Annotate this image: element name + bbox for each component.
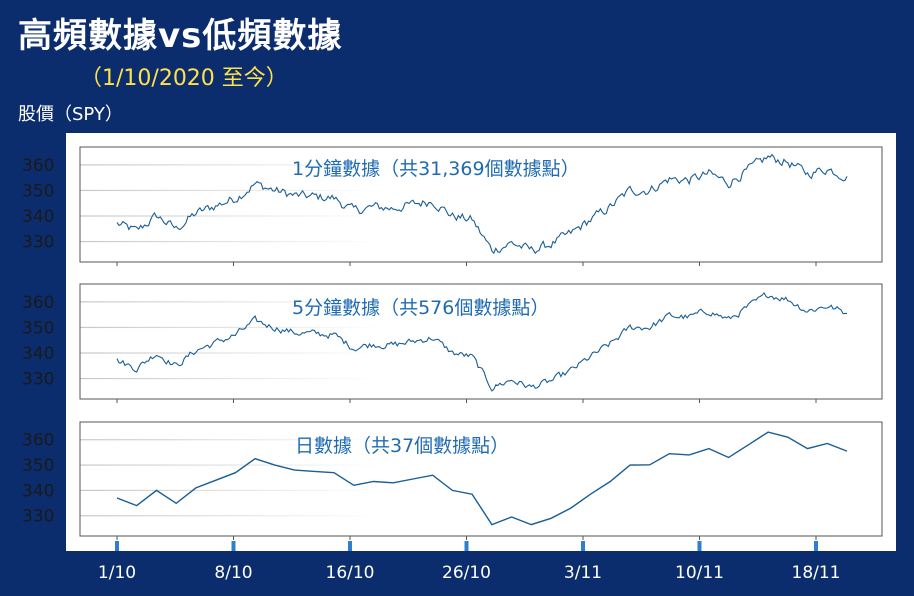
x-tick-mark [814,541,818,551]
series-line [116,431,848,526]
panel-frame [79,421,883,537]
x-tick-label: 16/10 [326,563,375,583]
y-tick-label: 340 [22,344,54,364]
chart-panel-3: 330 340 350 360 日數據（共37個數據點） [22,421,883,540]
chart-panel-area [66,133,896,551]
y-axis-label: 股價（SPY） [18,104,123,125]
y-tick-label: 340 [22,481,54,501]
x-tick-mark [348,541,352,551]
chart-panel-2: 330 340 350 360 5分鐘數據（共576個數據點） [22,283,883,403]
gridline-350 [80,189,380,192]
gridline-330 [80,515,380,517]
gridline-360 [80,439,380,441]
x-tick-label: 18/11 [792,563,841,583]
gridline-330 [80,240,380,243]
y-tick-label: 340 [22,207,54,227]
x-tick-label: 8/10 [214,563,252,583]
gridline-340 [80,489,380,491]
x-tick-mark [231,541,236,551]
x-tick-label: 1/10 [98,563,136,583]
gridline-350 [80,326,380,329]
x-tick-mark [697,541,702,551]
gridline-330 [80,377,380,380]
gridline-360 [80,301,380,303]
panel-title: 日數據（共37個數據點） [295,435,509,457]
y-tick-label: 350 [22,181,54,201]
y-tick-label: 330 [22,370,54,390]
chart-title: 高頻數據vs低頻數據 [18,16,343,56]
panel-title: 5分鐘數據（共576個數據點） [292,297,549,319]
y-tick-label: 350 [22,456,54,476]
series-line [116,291,847,392]
y-tick-label: 330 [22,507,54,527]
gridline-360 [80,164,380,166]
panel-frame [79,283,883,400]
chart-subtitle: （1/10/2020 至今） [80,66,288,91]
x-tick-label: 26/10 [442,563,491,583]
x-tick-label: 3/11 [564,563,602,583]
x-tick-mark [581,541,585,551]
x-tick-mark [115,541,119,551]
chart-panel-1: 330 340 350 360 1分鐘數據（共31,369個數據點） [22,146,883,266]
panel-title: 1分鐘數據（共31,369個數據點） [292,158,580,180]
y-tick-label: 350 [22,318,54,338]
x-tick-mark [464,541,469,551]
y-tick-label: 360 [22,156,54,176]
x-tick-label: 10/11 [675,563,724,583]
gridline-340 [80,215,380,217]
gridline-350 [80,464,380,466]
series-line [116,153,848,255]
y-tick-label: 360 [22,293,54,313]
panel-frame [79,146,883,263]
y-tick-label: 330 [22,233,54,253]
y-tick-label: 360 [22,431,54,451]
gridline-340 [80,352,380,354]
